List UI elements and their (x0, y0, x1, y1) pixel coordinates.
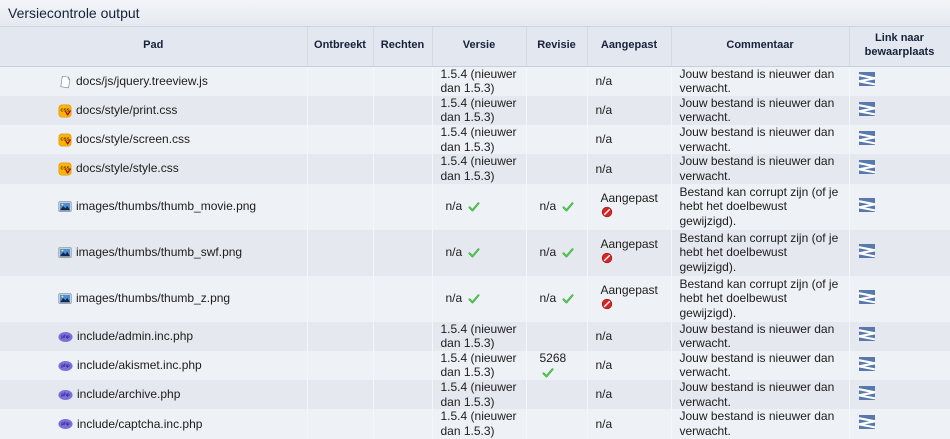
svg-text:php: php (61, 422, 70, 427)
svg-text:CSS: CSS (61, 107, 70, 112)
svg-text:php: php (61, 392, 70, 397)
svg-text:php: php (61, 334, 70, 339)
svg-text:CSS: CSS (61, 166, 70, 171)
svg-text:CSS: CSS (61, 136, 70, 141)
svg-text:php: php (61, 363, 70, 368)
